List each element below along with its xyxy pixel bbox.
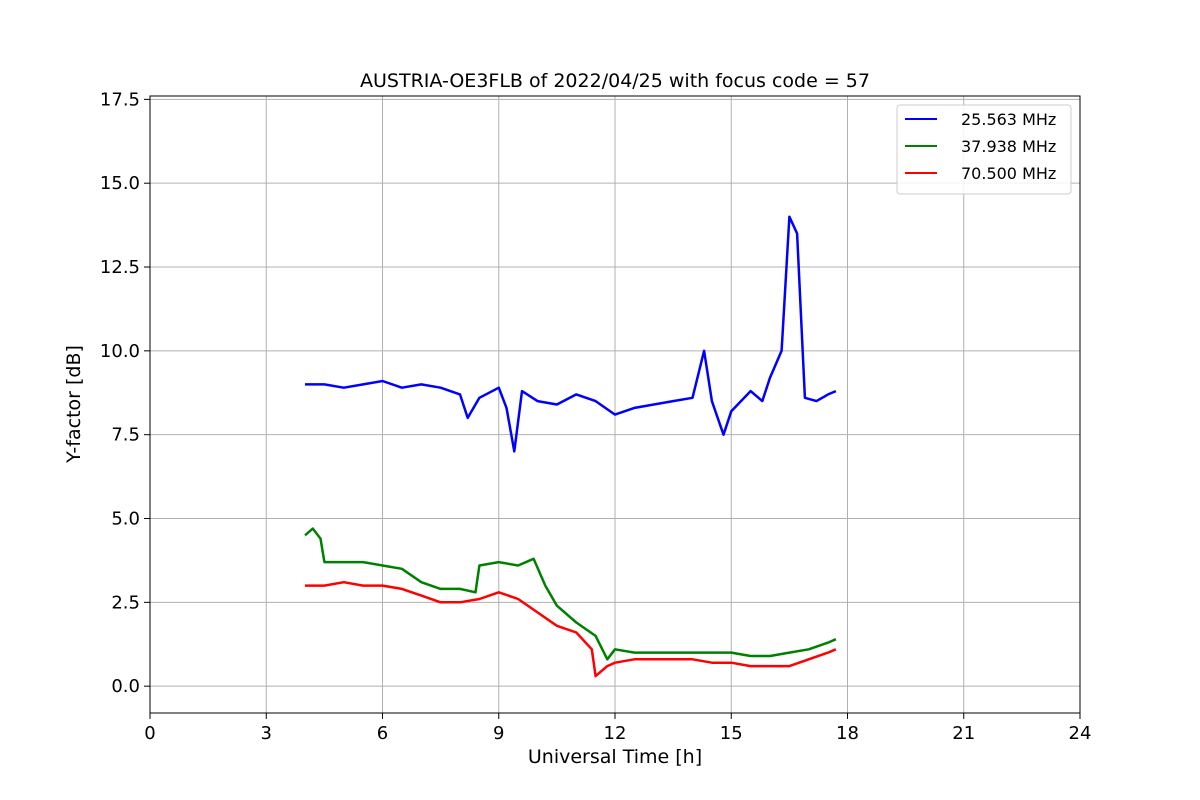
y-tick-label: 12.5 bbox=[100, 257, 140, 278]
y-tick-label: 17.5 bbox=[100, 89, 140, 110]
y-tick-label: 2.5 bbox=[111, 592, 140, 613]
series-line-1 bbox=[305, 215, 837, 453]
y-tick-label: 10.0 bbox=[100, 341, 140, 362]
y-tick-label: 7.5 bbox=[111, 425, 140, 446]
x-tick-label: 21 bbox=[952, 723, 975, 744]
x-tick-label: 15 bbox=[720, 723, 743, 744]
series-line-2 bbox=[304, 527, 837, 661]
ticks: 0 3 6 9 12 15 18 21 24 0.0 2.5 5.0 7.5 10.0 12.5 15.0 17… bbox=[100, 89, 1092, 744]
legend-box bbox=[896, 104, 1072, 195]
x-tick-label: 3 bbox=[261, 723, 272, 744]
chart-title: AUSTRIA-OE3FLB of 2022/04/25 with focus … bbox=[360, 70, 870, 92]
y-tick-label: 5.0 bbox=[111, 509, 140, 530]
legend-label: 37.938 MHz bbox=[961, 137, 1056, 156]
x-tick-label: 18 bbox=[836, 723, 859, 744]
x-tick-label: 12 bbox=[604, 723, 627, 744]
x-tick-label: 24 bbox=[1069, 723, 1092, 744]
y-axis-label: Y-factor [dB] bbox=[63, 345, 85, 464]
y-tick-label: 0.0 bbox=[111, 676, 140, 697]
x-axis-label: Universal Time [h] bbox=[528, 746, 702, 768]
x-tick-label: 9 bbox=[493, 723, 504, 744]
x-tick-label: 0 bbox=[144, 723, 155, 744]
y-tick-label: 15.0 bbox=[100, 173, 140, 194]
series-line-3 bbox=[305, 580, 837, 678]
legend: 25.563 MHz 37.938 MHz 70.500 MHz bbox=[896, 104, 1072, 195]
legend-label: 70.500 MHz bbox=[961, 164, 1056, 183]
series-layer bbox=[304, 215, 837, 678]
x-tick-label: 6 bbox=[377, 723, 388, 744]
legend-label: 25.563 MHz bbox=[961, 110, 1056, 129]
